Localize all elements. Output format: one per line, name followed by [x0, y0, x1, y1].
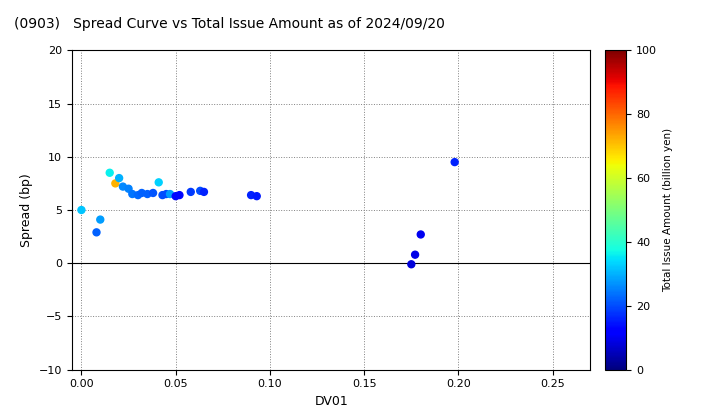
Point [415, 231, 426, 238]
Point [153, 179, 164, 186]
Y-axis label: Spread (bp): Spread (bp) [20, 173, 33, 247]
X-axis label: DV01: DV01 [315, 395, 348, 408]
Point [164, 191, 176, 197]
Point [127, 191, 138, 197]
Point [157, 192, 168, 199]
Point [161, 191, 172, 197]
Point [174, 192, 185, 199]
Point [136, 189, 148, 196]
Point [117, 183, 129, 190]
Point [113, 175, 125, 181]
Point [104, 169, 115, 176]
Point [410, 251, 421, 258]
Point [246, 192, 257, 199]
Point [76, 207, 87, 213]
Point [185, 189, 197, 195]
Point [198, 189, 210, 195]
Point [109, 180, 121, 187]
Point [194, 187, 206, 194]
Point [449, 159, 460, 165]
Point [132, 192, 144, 199]
Y-axis label: Total Issue Amount (billion yen): Total Issue Amount (billion yen) [662, 128, 672, 292]
Point [94, 216, 106, 223]
Point [405, 261, 417, 268]
Point [170, 193, 181, 199]
Point [91, 229, 102, 236]
Point [251, 193, 263, 199]
Point [142, 191, 153, 197]
Text: (0903)   Spread Curve vs Total Issue Amount as of 2024/09/20: (0903) Spread Curve vs Total Issue Amoun… [14, 17, 445, 31]
Point [123, 185, 135, 192]
Point [148, 189, 159, 196]
